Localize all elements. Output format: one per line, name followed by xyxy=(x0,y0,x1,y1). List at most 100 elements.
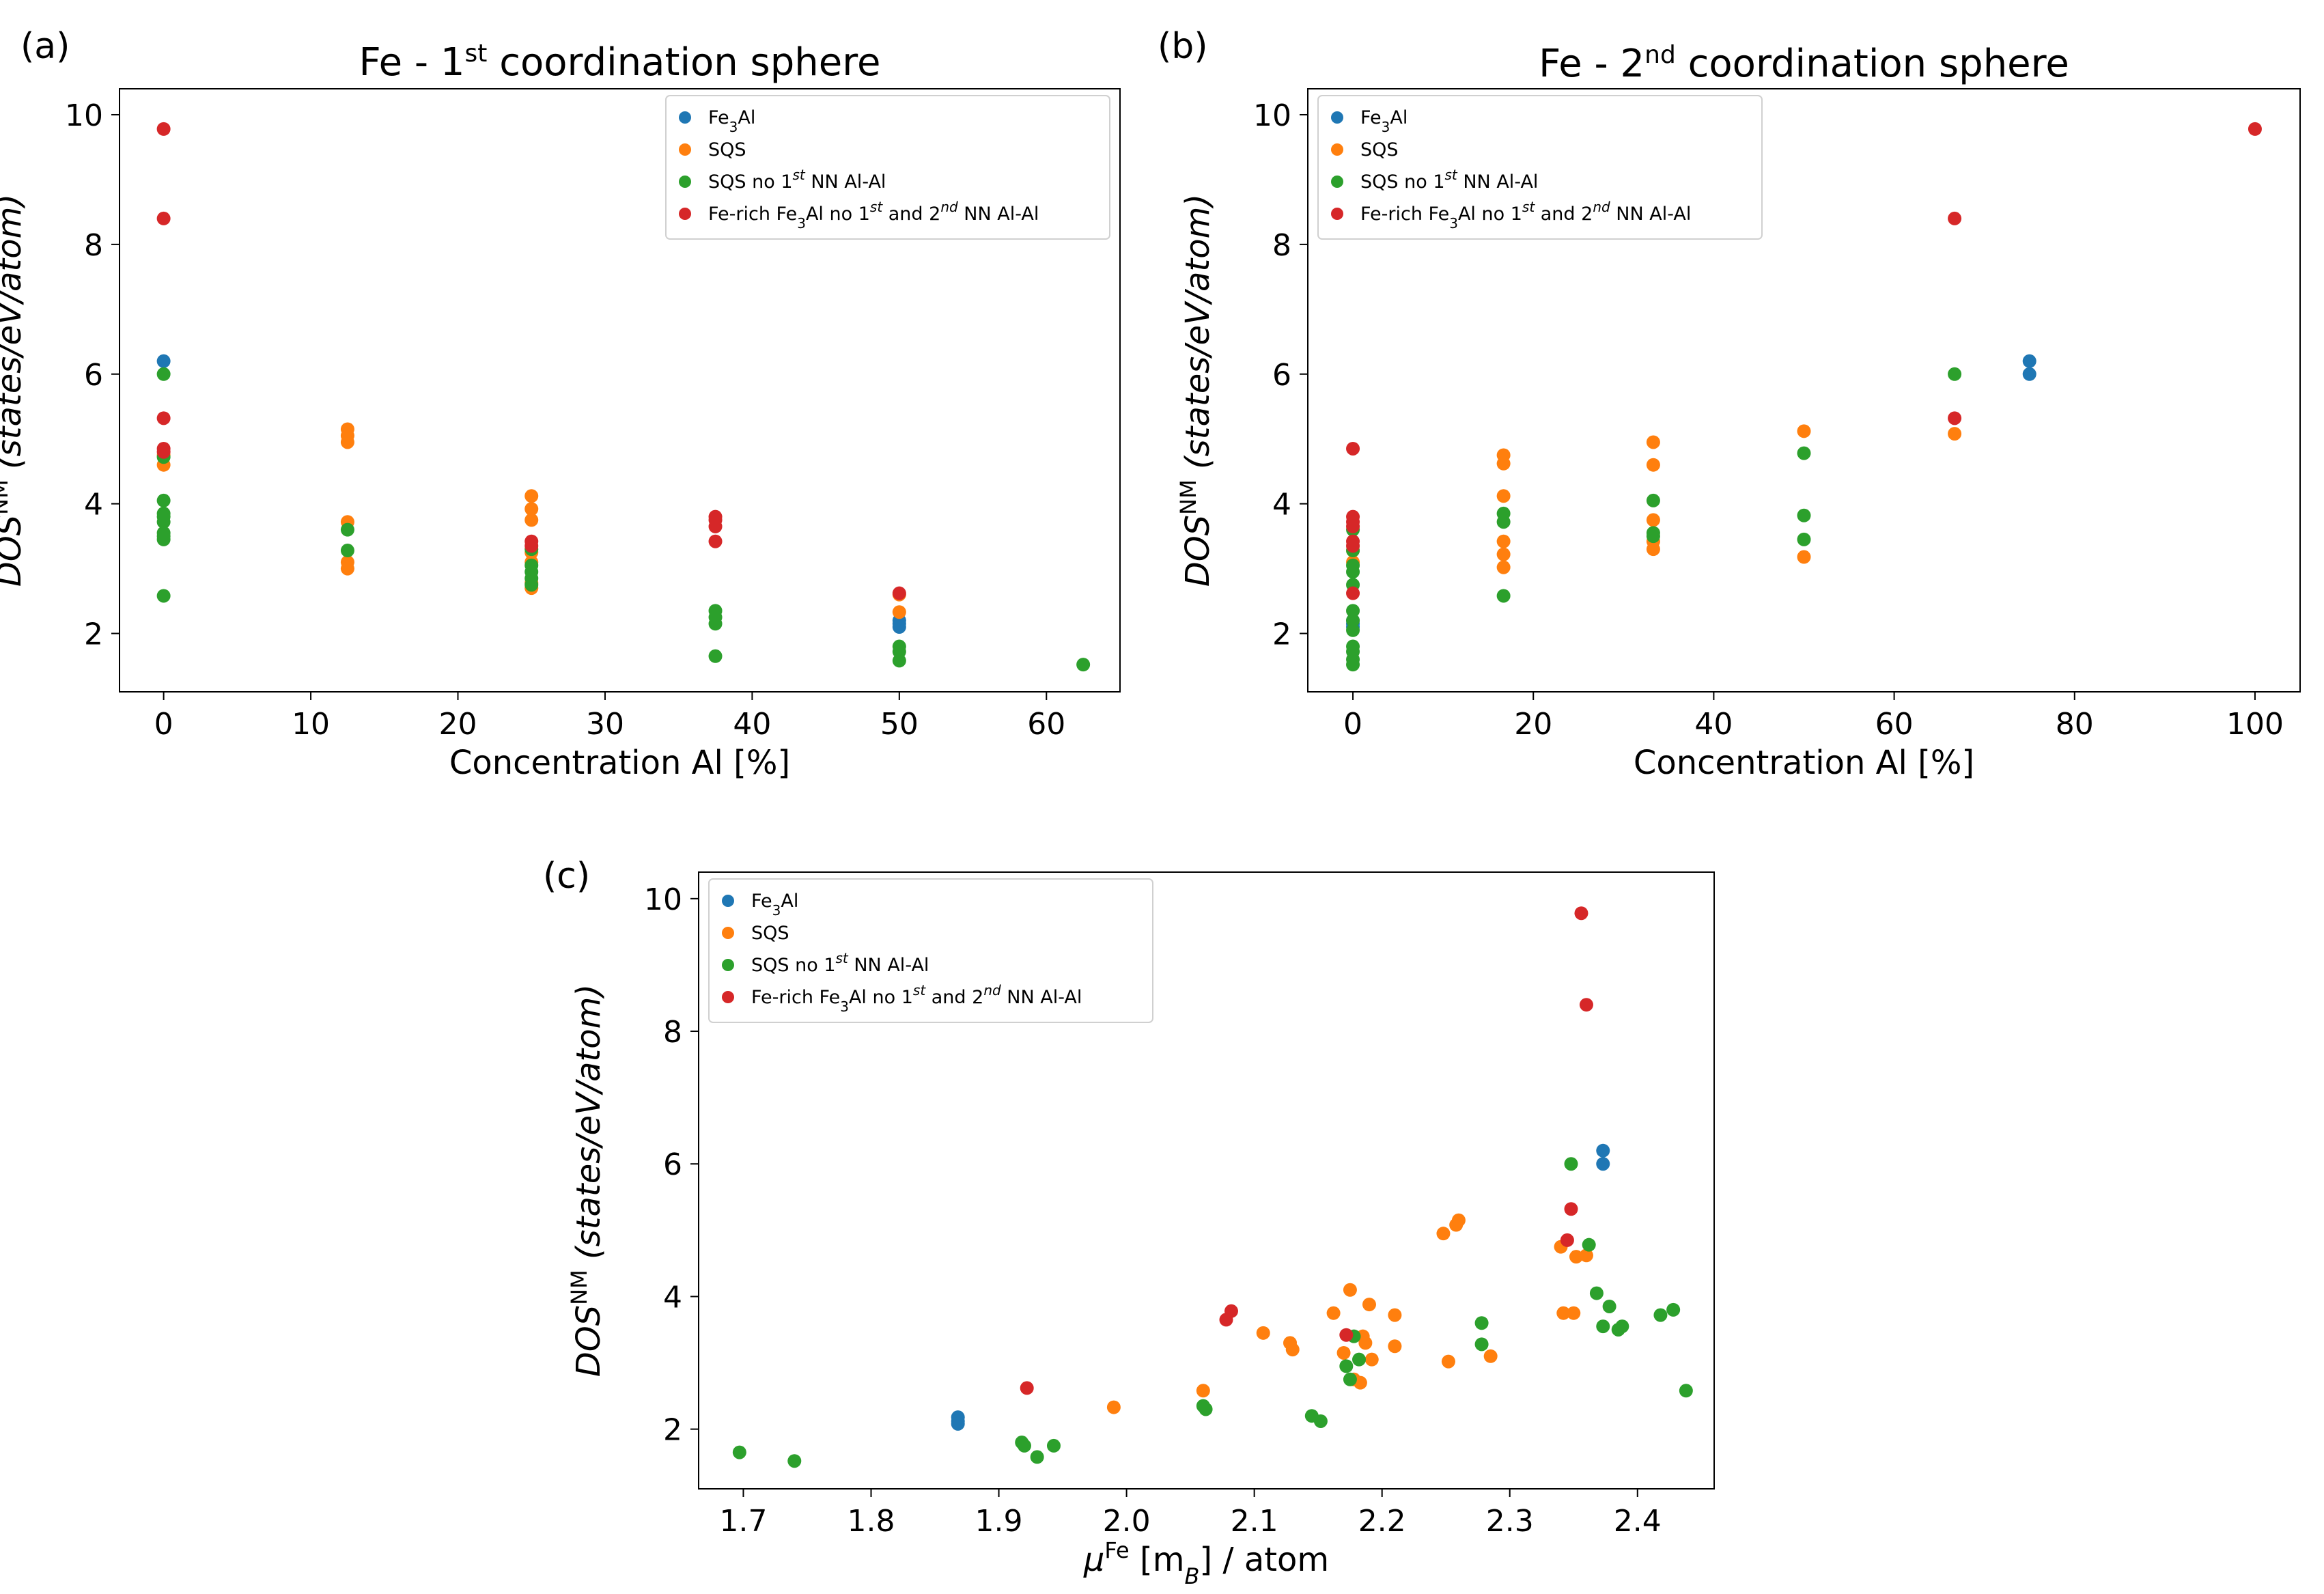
x-tick-label: 40 xyxy=(1694,707,1733,742)
y-tick-label: 2 xyxy=(1272,617,1291,652)
x-tick-label: 10 xyxy=(292,707,330,742)
data-point xyxy=(1948,367,1962,381)
data-point xyxy=(156,211,171,225)
y-axis-label: DOSNM (states/eV/atom) xyxy=(0,194,29,587)
data-point xyxy=(1339,1359,1354,1373)
data-point xyxy=(1339,1328,1354,1342)
legend-label: Fe-rich Fe3Al no 1st and 2nd NN Al-Al xyxy=(1360,199,1691,232)
data-point xyxy=(524,502,539,516)
series-1 xyxy=(1346,354,2036,634)
data-point xyxy=(524,513,539,527)
data-point xyxy=(1358,1336,1373,1350)
data-point xyxy=(1496,456,1511,471)
data-point xyxy=(1569,1250,1583,1264)
data-point xyxy=(1346,586,1360,600)
data-point xyxy=(1076,658,1091,672)
panel-label: (a) xyxy=(20,26,70,67)
data-point xyxy=(1336,1345,1351,1360)
data-point xyxy=(1797,424,1811,438)
data-point xyxy=(1441,1354,1455,1369)
data-point xyxy=(1646,529,1660,544)
data-point xyxy=(1602,1299,1616,1313)
legend-marker xyxy=(679,111,691,124)
data-point xyxy=(156,532,171,546)
data-point xyxy=(156,515,171,529)
data-point xyxy=(1020,1381,1034,1395)
y-tick-label: 6 xyxy=(1272,358,1291,393)
data-point xyxy=(1615,1319,1629,1334)
data-point xyxy=(156,445,171,459)
legend-marker xyxy=(722,927,734,939)
y-axis-label: DOSNM (states/eV/atom) xyxy=(1175,194,1217,587)
series-3 xyxy=(156,367,1091,672)
y-tick-label: 8 xyxy=(84,228,103,263)
data-point xyxy=(1567,1306,1581,1320)
data-point xyxy=(1364,1352,1379,1367)
panel-label: (b) xyxy=(1158,26,1208,67)
data-point xyxy=(1496,560,1511,574)
x-tick-label: 1.9 xyxy=(975,1504,1023,1539)
legend-label: Fe3Al xyxy=(708,107,755,135)
x-tick-label: 1.8 xyxy=(848,1504,895,1539)
legend-label: SQS xyxy=(751,923,789,944)
x-tick-label: 100 xyxy=(2226,707,2284,742)
y-tick-label: 8 xyxy=(1272,228,1291,263)
data-point xyxy=(708,534,723,548)
legend-label: SQS no 1st NN Al-Al xyxy=(751,950,929,976)
data-point xyxy=(1436,1227,1451,1241)
legend-marker xyxy=(679,143,691,156)
data-point xyxy=(1797,550,1811,564)
data-point xyxy=(1346,613,1360,628)
legend-marker xyxy=(722,895,734,907)
y-tick-label: 6 xyxy=(84,358,103,393)
data-point xyxy=(1474,1337,1489,1352)
x-tick-label: 2.3 xyxy=(1486,1504,1534,1539)
data-point xyxy=(524,578,539,592)
data-point xyxy=(524,489,539,503)
legend-box xyxy=(1317,95,1763,240)
data-point xyxy=(1496,534,1511,548)
legend-label: SQS no 1st NN Al-Al xyxy=(1360,167,1538,193)
legend-label: SQS xyxy=(1360,139,1399,160)
data-point xyxy=(1285,1343,1300,1357)
legend-marker xyxy=(679,208,691,220)
series-3 xyxy=(1346,367,1962,672)
data-point xyxy=(787,1454,802,1468)
data-point xyxy=(2248,122,2262,136)
x-tick-label: 1.7 xyxy=(719,1504,767,1539)
y-tick-label: 2 xyxy=(663,1413,682,1448)
legend-box xyxy=(665,95,1110,240)
legend: Fe3Al SQS SQS no 1st NN Al-Al Fe-rich Fe3Al… xyxy=(665,95,1110,240)
data-point xyxy=(1948,411,1962,425)
series-4 xyxy=(1346,122,2262,600)
axes-frame xyxy=(1307,88,2301,693)
x-tick-label: 0 xyxy=(1343,707,1362,742)
data-point xyxy=(892,605,906,619)
x-tick-label: 20 xyxy=(1514,707,1552,742)
data-point xyxy=(1596,1319,1610,1334)
data-point xyxy=(1256,1326,1270,1340)
data-point xyxy=(1030,1450,1044,1464)
data-point xyxy=(1343,1283,1357,1297)
data-point xyxy=(1646,542,1660,557)
legend-label: Fe-rich Fe3Al no 1st and 2nd NN Al-Al xyxy=(751,982,1082,1015)
legend-label: Fe3Al xyxy=(751,891,798,919)
legend: Fe3Al SQS SQS no 1st NN Al-Al Fe-rich Fe3Al… xyxy=(708,878,1153,1023)
series-3 xyxy=(732,1157,1693,1468)
data-point xyxy=(2022,367,2036,381)
data-point xyxy=(1797,446,1811,460)
data-point xyxy=(1451,1213,1466,1227)
x-tick-label: 20 xyxy=(439,707,477,742)
data-point xyxy=(1046,1438,1061,1453)
data-point xyxy=(1388,1308,1402,1322)
data-point xyxy=(1646,435,1660,449)
data-point xyxy=(1564,1202,1578,1216)
chart-panel-1: (a) Fe - 1st coordination sphere 0 10 20 30 40… xyxy=(0,26,1121,782)
y-tick-label: 4 xyxy=(663,1280,682,1315)
data-point xyxy=(1313,1414,1328,1428)
x-axis-label: Concentration Al [%] xyxy=(1634,744,1974,782)
legend-label: Fe-rich Fe3Al no 1st and 2nd NN Al-Al xyxy=(708,199,1039,232)
data-point xyxy=(1346,539,1360,553)
chart-title: Fe - 1st coordination sphere xyxy=(359,40,881,85)
